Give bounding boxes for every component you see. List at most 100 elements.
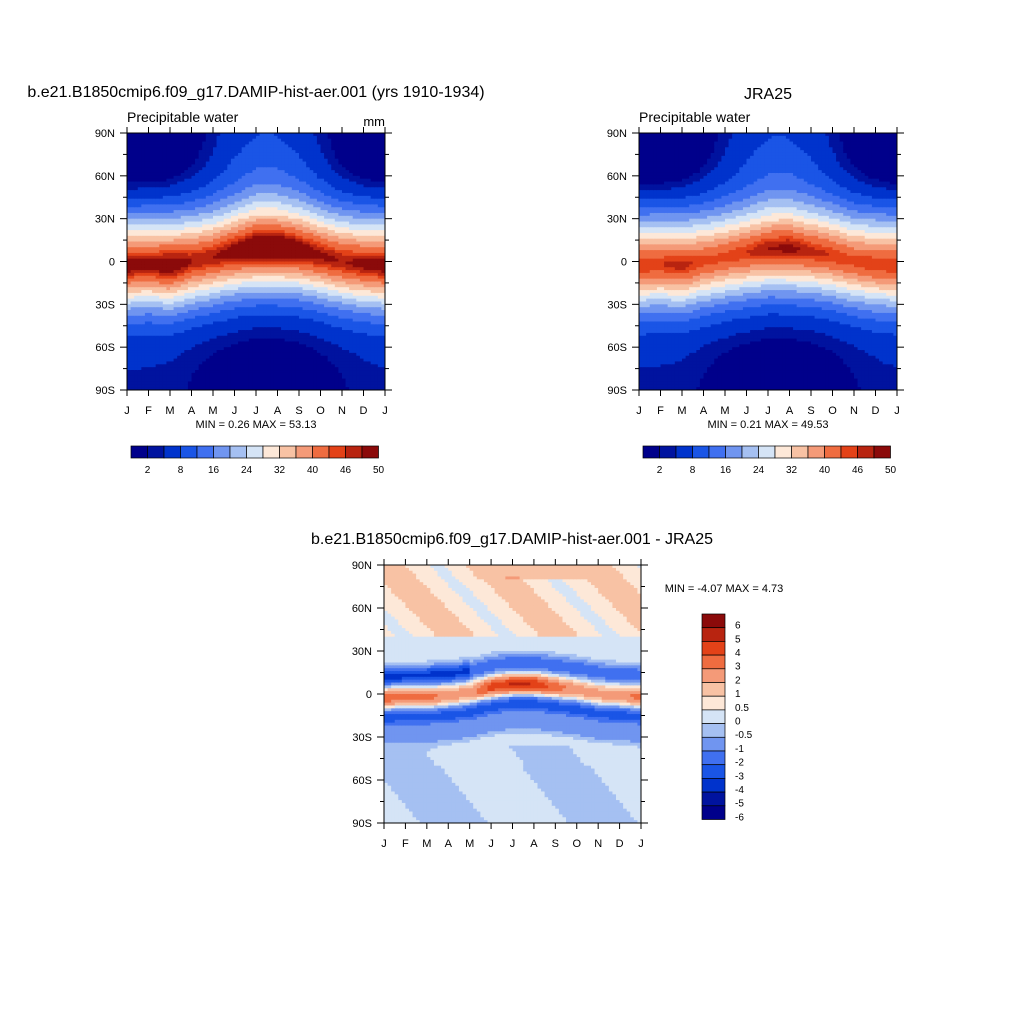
field-cell-model [309, 184, 314, 188]
field-cell-model [252, 170, 257, 174]
field-cell-model [277, 330, 282, 334]
field-cell-model [266, 161, 271, 166]
field-cell-model [170, 381, 175, 385]
field-cell-model [198, 212, 203, 217]
field-cell-model [127, 275, 132, 280]
field-cell-model [141, 327, 146, 331]
field-cell-model [263, 133, 268, 137]
field-cell-model [166, 175, 171, 180]
field-cell-model [266, 284, 271, 288]
field-cell-model [248, 278, 254, 283]
field-cell-model [309, 170, 314, 174]
field-cell-model [170, 278, 175, 283]
field-cell-model [270, 147, 275, 151]
field-cell-model [309, 187, 314, 191]
field-cell-model [144, 181, 150, 185]
field-cell-model [291, 327, 297, 331]
field-cell-model [234, 232, 239, 237]
field-cell-model [148, 318, 153, 323]
field-cell-model [320, 212, 325, 217]
field-cell-model [216, 272, 221, 277]
field-cell-model [152, 372, 157, 377]
field-cell-model [205, 327, 211, 331]
field-cell-model [127, 261, 132, 265]
field-cell-model [223, 332, 228, 337]
field-cell-model [177, 218, 182, 223]
field-cell-model [187, 198, 193, 203]
field-cell-model [141, 150, 146, 154]
field-cell-model [313, 258, 318, 263]
field-cell-model [256, 207, 261, 211]
field-cell-model [187, 284, 193, 288]
field-cell-model [241, 167, 246, 171]
field-cell-model [216, 241, 221, 245]
field-cell-model [148, 187, 153, 191]
field-cell-model [309, 312, 314, 317]
field-cell-model [184, 324, 189, 328]
field-cell-model [281, 190, 286, 194]
field-cell-model [263, 227, 268, 231]
field-cell-model [324, 155, 329, 160]
field-cell-model [166, 244, 171, 248]
field-cell-model [205, 367, 211, 371]
field-cell-model [173, 204, 178, 208]
field-cell-model [209, 224, 214, 228]
field-cell-model [202, 150, 207, 154]
field-cell-model [177, 238, 182, 243]
field-cell-model [320, 341, 325, 345]
field-cell-model [313, 181, 318, 185]
field-cell-model [234, 272, 239, 277]
field-cell-model [152, 224, 157, 228]
field-cell-model [170, 315, 175, 320]
field-cell-model [213, 161, 218, 166]
field-cell-model [252, 324, 257, 328]
field-cell-model [291, 381, 297, 385]
field-cell-model [245, 212, 250, 217]
field-cell-model [148, 147, 153, 151]
field-cell-model [170, 210, 175, 214]
field-cell-model [270, 184, 275, 188]
field-cell-model [291, 244, 297, 248]
field-cell-model [306, 332, 311, 337]
field-cell-model [252, 164, 257, 168]
field-cell-model [184, 141, 189, 146]
field-cell-model [155, 232, 160, 237]
field-cell-model [295, 304, 300, 308]
field-cell-model [266, 264, 271, 268]
field-cell-model [306, 212, 311, 217]
field-cell-model [205, 384, 211, 388]
field-cell-model [177, 347, 182, 351]
field-cell-model [288, 312, 293, 317]
field-cell-model [180, 330, 185, 334]
field-cell-model [238, 381, 243, 385]
field-cell-model [299, 264, 304, 268]
field-cell-model [162, 350, 168, 354]
field-cell-model [180, 150, 185, 154]
field-cell-model [209, 270, 214, 274]
field-cell-model [291, 144, 297, 148]
field-cell-model [256, 372, 261, 377]
field-cell-model [306, 198, 311, 203]
field-cell-model [306, 307, 311, 311]
field-cell-model [227, 372, 232, 377]
field-cell-model [191, 384, 196, 388]
field-cell-model [245, 215, 250, 220]
field-cell-model [170, 330, 175, 334]
field-cell-model [256, 187, 261, 191]
field-cell-model [144, 227, 150, 231]
field-cell-model [302, 144, 307, 148]
field-cell-model [256, 201, 261, 205]
field-cell-model [209, 301, 214, 305]
field-cell-model [213, 361, 218, 365]
field-cell-model [166, 133, 171, 137]
field-cell-model [216, 167, 221, 171]
field-cell-model [245, 350, 250, 354]
field-cell-model [159, 150, 164, 154]
field-cell-model [256, 221, 261, 225]
field-cell-model [184, 155, 189, 160]
field-cell-model [127, 381, 132, 385]
field-cell-model [180, 381, 185, 385]
field-cell-model [152, 158, 157, 163]
field-cell-model [216, 387, 221, 390]
field-cell-model [166, 321, 171, 325]
